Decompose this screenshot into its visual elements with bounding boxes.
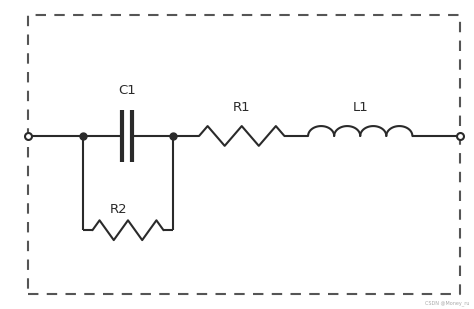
Text: L1: L1 xyxy=(352,101,368,114)
Text: CSDN @Money_ru: CSDN @Money_ru xyxy=(425,300,469,306)
Text: R1: R1 xyxy=(233,101,251,114)
Text: C1: C1 xyxy=(118,84,136,97)
Text: R2: R2 xyxy=(109,203,128,216)
